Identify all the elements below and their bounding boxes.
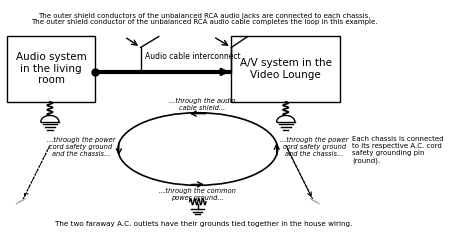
Bar bbox=[231, 36, 340, 102]
Text: ...through the power
cord safety ground
and the chassis...: ...through the power cord safety ground … bbox=[47, 137, 115, 157]
Text: The outer shield conductor of the unbalanced RCA audio cable completes the loop : The outer shield conductor of the unbala… bbox=[31, 19, 377, 25]
Text: The outer shield conductors of the unbalanced RCA audio jacks are connected to e: The outer shield conductors of the unbal… bbox=[38, 13, 370, 19]
Text: Audio system
in the living
room: Audio system in the living room bbox=[16, 52, 87, 85]
Text: Each chassis is connected
to its respective A.C. cord
safety grounding pin
(roun: Each chassis is connected to its respect… bbox=[352, 136, 443, 164]
Text: ...through the common
power ground...: ...through the common power ground... bbox=[159, 188, 236, 201]
Text: A/V system in the
Video Lounge: A/V system in the Video Lounge bbox=[240, 58, 332, 79]
Bar bbox=[7, 36, 95, 102]
Text: ...through the power
cord safety ground
and the chassis...: ...through the power cord safety ground … bbox=[281, 137, 349, 157]
Text: Audio cable interconnect: Audio cable interconnect bbox=[145, 52, 241, 61]
Text: ...through the audio
cable shield...: ...through the audio cable shield... bbox=[169, 98, 235, 111]
Text: The two faraway A.C. outlets have their grounds tied together in the house wirin: The two faraway A.C. outlets have their … bbox=[55, 221, 353, 227]
